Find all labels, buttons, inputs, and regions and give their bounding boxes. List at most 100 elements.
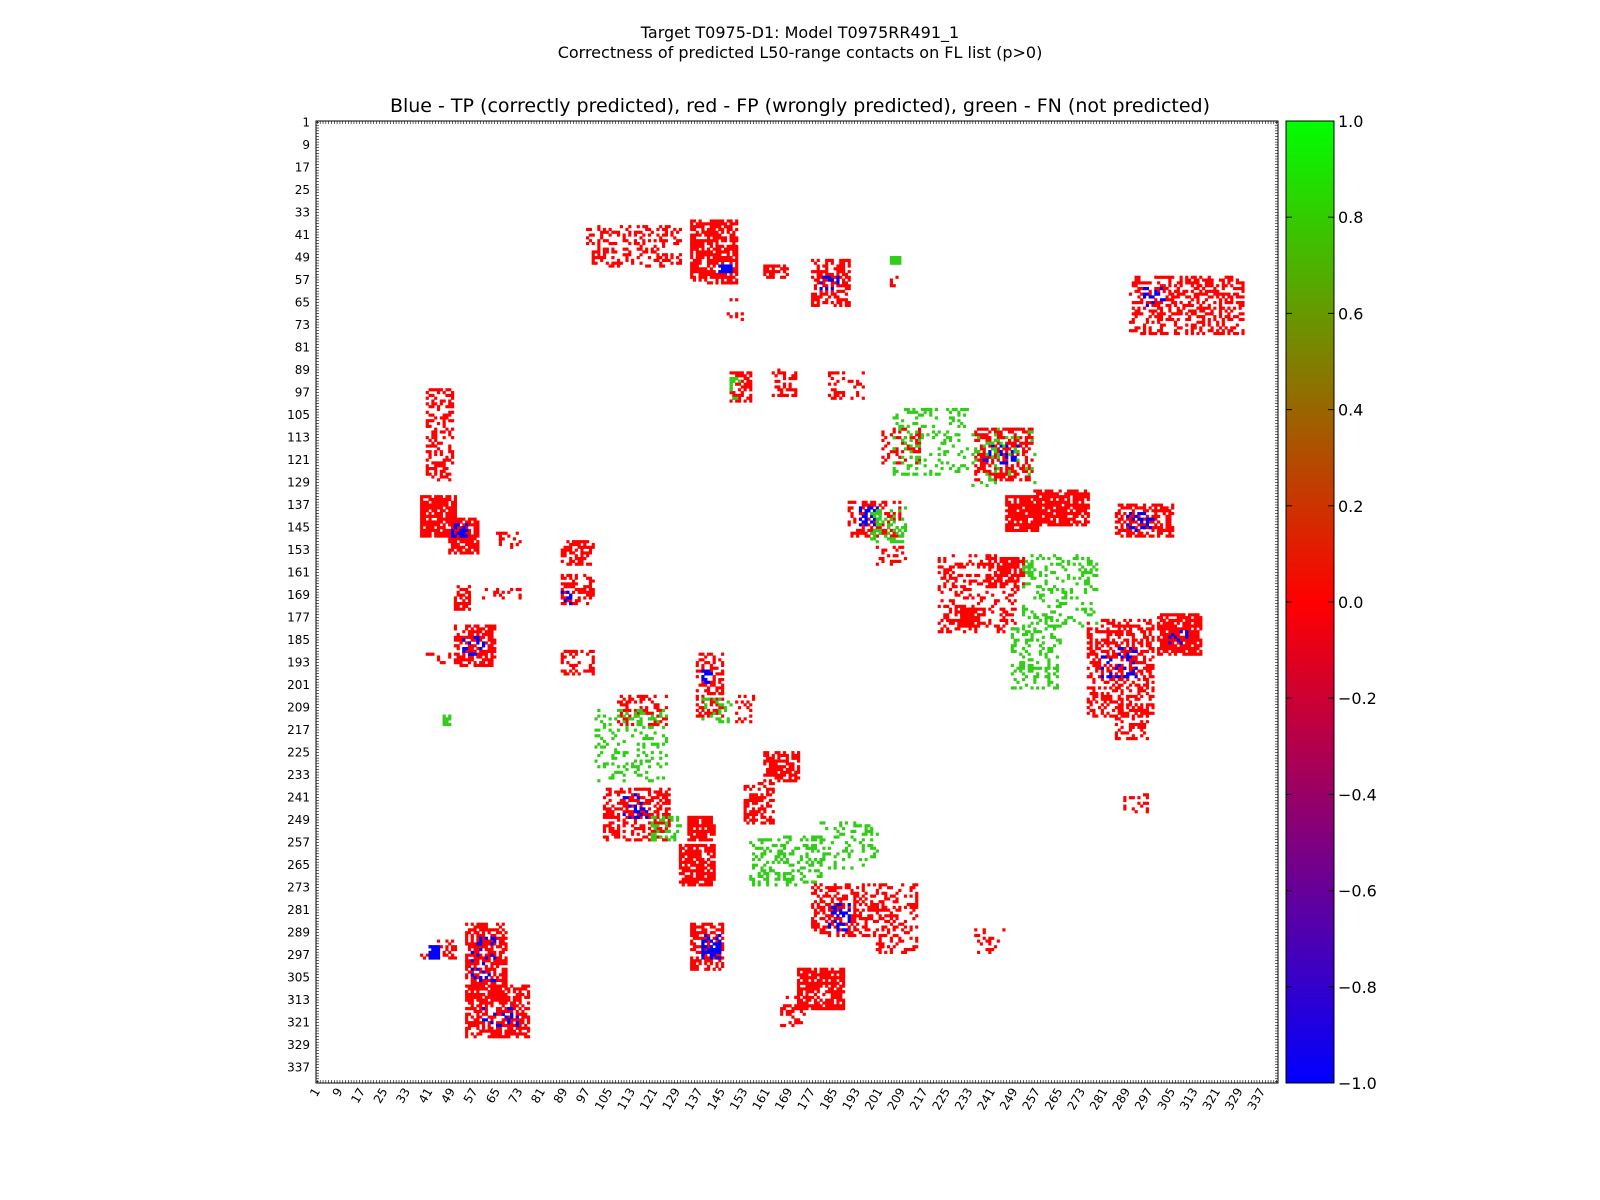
contact-cell-fp (839, 258, 843, 262)
contact-cell-fp (647, 227, 652, 232)
contact-cell-fp (588, 669, 593, 673)
contact-cell-fn (802, 835, 806, 839)
contact-cell-fp (774, 751, 778, 755)
contact-cell-fp (867, 933, 871, 938)
contact-cell-fp (706, 714, 711, 718)
contact-cell-fp (853, 928, 857, 932)
contact-cell-fp (853, 933, 857, 938)
contact-cell-fp (1224, 309, 1228, 313)
contact-cell-fn (600, 751, 604, 755)
contact-cell-fn (813, 843, 818, 848)
contact-cell-fp (465, 931, 469, 935)
contact-cell-fp (445, 497, 449, 502)
contact-cell-fp (622, 835, 626, 839)
contact-cell-fp (1182, 303, 1186, 307)
contact-cell-fp (836, 295, 840, 299)
contact-cell-fp (479, 998, 483, 1002)
contact-cell-fp (974, 469, 978, 473)
contact-cell-fp (833, 981, 837, 985)
contact-cell-fp (588, 239, 593, 243)
contact-cell-fn (920, 424, 924, 428)
contact-cell-fp (1151, 331, 1155, 336)
contact-cell-fp (690, 880, 694, 884)
contact-cell-fp (496, 992, 500, 997)
contact-cell-fp (827, 914, 832, 918)
contact-cell-fn (875, 832, 879, 836)
contact-cell-fp (501, 990, 505, 994)
contact-cell-fp (560, 593, 564, 597)
contact-cell-fn (597, 742, 601, 746)
contact-cell-fp (594, 256, 598, 260)
contact-cell-fp (664, 258, 668, 262)
contact-cell-fp (709, 652, 713, 656)
contact-cell-fp (484, 967, 488, 971)
contact-cell-fp (456, 607, 460, 611)
contact-cell-fp (448, 511, 452, 516)
contact-cell-fp (420, 514, 424, 518)
contact-cell-fn (923, 464, 927, 468)
contact-cell-tp (473, 976, 477, 980)
contact-cell-fp (839, 897, 843, 901)
contact-cell-fn (608, 722, 612, 727)
contact-cell-fp (487, 942, 491, 946)
contact-cell-fp (1157, 289, 1161, 293)
contact-cell-fp (498, 1035, 502, 1039)
contact-cell-fp (1218, 303, 1223, 307)
contact-cell-fp (861, 933, 865, 938)
contact-cell-fn (782, 855, 787, 859)
contact-cell-fp (709, 683, 713, 687)
contact-cell-fp (715, 711, 719, 715)
contact-cell-fp (690, 877, 694, 881)
contact-cell-fp (805, 981, 809, 985)
contact-cell-fp (887, 441, 891, 445)
contact-cell-fp (1202, 292, 1206, 296)
contact-cell-fp (490, 990, 494, 994)
contact-cell-fp (566, 545, 570, 549)
contact-cell-fp (825, 919, 829, 924)
contact-cell-fp (746, 700, 750, 704)
contact-cell-fp (501, 984, 505, 988)
contact-cell-fp (777, 767, 781, 772)
contact-cell-fp (878, 945, 882, 949)
contact-cell-fp (456, 537, 460, 541)
contact-cell-fp (791, 773, 795, 777)
contact-cell-tp (706, 680, 711, 684)
contact-cell-fp (1142, 331, 1147, 336)
contact-cell-fp (706, 652, 711, 656)
contact-cell-fp (704, 222, 708, 226)
contact-cell-fp (425, 495, 429, 499)
contact-cell-fp (428, 503, 432, 507)
contact-cell-fp (473, 1021, 477, 1025)
contact-cell-fp (768, 272, 773, 277)
contact-cell-fp (616, 829, 621, 833)
contact-cell-fp (448, 655, 452, 659)
contact-cell-fn (948, 421, 953, 426)
contact-cell-fp (611, 247, 615, 251)
contact-cell-fp (825, 284, 829, 288)
contact-cell-fn (785, 857, 789, 862)
contact-cell-fp (836, 371, 840, 375)
contact-cell-fp (988, 464, 992, 468)
contact-cell-fp (830, 301, 834, 305)
contact-cell-fn (811, 843, 815, 848)
contact-cell-fp (642, 250, 646, 254)
contact-cell-fn (597, 753, 601, 758)
contact-cell-fp (1134, 281, 1138, 285)
contact-cell-fp (470, 1032, 474, 1036)
contact-cell-fp (479, 655, 483, 659)
contact-cell-fp (456, 632, 460, 637)
contact-cell-fp (583, 556, 587, 561)
contact-cell-fp (521, 1004, 525, 1008)
contact-cell-fp (636, 798, 640, 803)
contact-cell-fp (695, 244, 699, 248)
contact-cell-tp (721, 267, 725, 271)
contact-cell-tp (484, 936, 488, 940)
contact-cell-fp (872, 902, 877, 907)
contact-cell-fp (650, 230, 654, 234)
contact-cell-fp (487, 967, 491, 971)
contact-cell-fp (768, 767, 773, 772)
contact-cell-fp (864, 897, 868, 901)
contact-cell-fp (462, 658, 466, 662)
contact-cell-tp (715, 950, 719, 954)
contact-cell-fp (484, 942, 488, 946)
